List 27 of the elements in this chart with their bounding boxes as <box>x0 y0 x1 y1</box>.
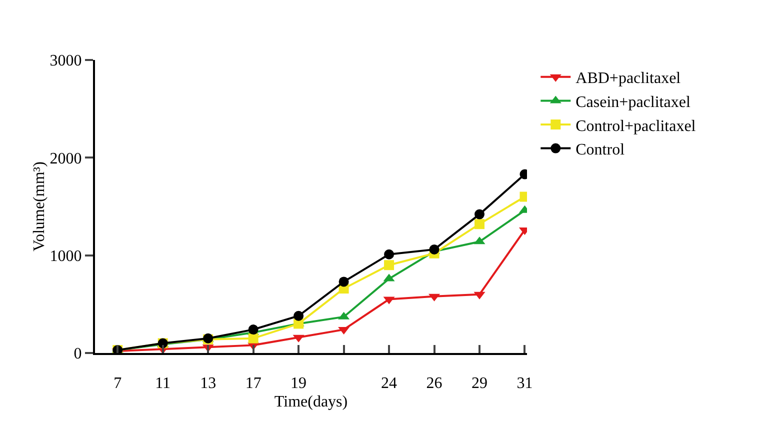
legend-label: ABD+paclitaxel <box>576 70 682 88</box>
point <box>384 260 394 270</box>
y-tick-label: 0 <box>74 346 82 363</box>
point <box>248 333 258 344</box>
y-tick-label: 1000 <box>50 248 82 265</box>
point <box>384 249 394 260</box>
point <box>248 324 258 335</box>
point <box>294 310 304 321</box>
point <box>474 219 484 230</box>
x-axis-title: Time(days) <box>274 393 348 410</box>
point <box>474 209 484 220</box>
x-tick-label: 7 <box>114 375 122 392</box>
legend-label: Control+paclitaxel <box>576 118 696 135</box>
y-axis-title: Volume(mm³) <box>30 162 48 252</box>
x-tick-label: 17 <box>245 375 262 392</box>
legend-label: Casein+paclitaxel <box>576 94 691 111</box>
x-tick-label: 24 <box>381 375 398 392</box>
x-tick-label: 29 <box>472 375 488 392</box>
legend-label: Control <box>576 142 626 159</box>
x-tick-label: 13 <box>200 375 216 392</box>
x-tick-label: 11 <box>155 375 171 392</box>
x-tick-label: 19 <box>290 375 307 392</box>
x-tick-label: 31 <box>516 375 533 392</box>
x-tick-label: 26 <box>426 375 442 392</box>
point <box>338 276 349 287</box>
y-tick-label: 3000 <box>50 52 82 70</box>
y-tick-label: 2000 <box>50 150 82 168</box>
